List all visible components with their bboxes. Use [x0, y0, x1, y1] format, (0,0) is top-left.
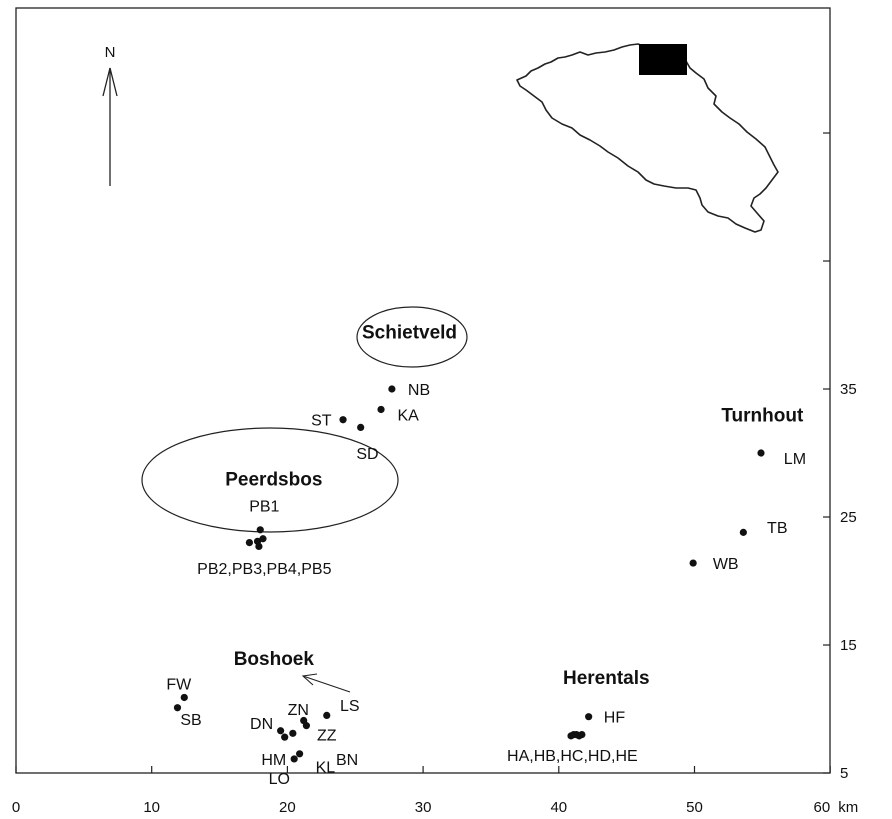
site-point-dn	[277, 727, 285, 735]
site-label-dn: DN	[250, 716, 273, 733]
site-label-kl: KL	[316, 760, 336, 777]
site-label-sb: SB	[180, 712, 201, 729]
site-point-hm	[281, 733, 289, 741]
site-point-sb	[173, 704, 182, 712]
region-label-boshoek: Boshoek	[234, 649, 315, 670]
site-point-hf	[585, 713, 593, 721]
x-tick-label: 40	[550, 799, 567, 816]
x-tick-label: 0	[12, 799, 20, 816]
site-point-pb4	[259, 535, 267, 543]
site-label-tb: TB	[767, 520, 787, 537]
study-area-marker	[639, 44, 687, 75]
site-label-zn: ZN	[288, 702, 309, 719]
site-point-kl	[296, 750, 304, 758]
site-points	[173, 385, 765, 763]
x-tick-label: 20	[279, 799, 296, 816]
region-label-peerdsbos: Peerdsbos	[225, 470, 322, 491]
x-tick-label: 60	[814, 799, 831, 816]
site-point-fw	[180, 693, 188, 702]
peerdsbos-ellipse	[141, 427, 399, 533]
site-label-nb: NB	[408, 382, 430, 399]
site-label-lo: LO	[269, 771, 290, 788]
region-label-schietveld: Schietveld	[362, 322, 457, 343]
site-label-lm: LM	[784, 451, 806, 468]
site-label-hm: HM	[261, 752, 286, 769]
x-tick-label: 50	[686, 799, 703, 816]
site-label-ka: KA	[398, 408, 420, 425]
site-point-sd	[357, 423, 365, 431]
site-label-pbgroup: PB2,PB3,PB4,PB5	[197, 561, 331, 578]
y-tick-label: 35	[840, 381, 857, 398]
site-labels: NB KA ST SD LM TB WB PB1 PB2,PB3,PB4,PB5 FW SB ZN LS…	[166, 382, 806, 788]
site-point-wb	[689, 559, 697, 567]
y-tick-label: 5	[840, 765, 848, 782]
site-point-lm	[757, 449, 765, 457]
site-point-ls	[323, 711, 331, 720]
site-point-pb5	[255, 542, 263, 551]
site-point-pb1	[256, 526, 264, 534]
site-label-sd: SD	[356, 446, 378, 463]
site-point-pb2	[245, 539, 254, 547]
belgium-inset-outline	[516, 43, 779, 233]
site-label-bn: BN	[336, 752, 358, 769]
site-point-he	[578, 731, 586, 739]
site-point-st	[339, 416, 347, 424]
site-label-hf: HF	[604, 710, 626, 727]
site-label-fw: FW	[166, 676, 192, 693]
y-tick-label: 15	[840, 637, 857, 654]
axis-ticks	[15, 132, 831, 774]
site-label-pb1: PB1	[249, 498, 279, 515]
bn-pointer-arrow	[301, 673, 351, 693]
site-point-nb	[388, 385, 396, 393]
axis-tick-labels: km 0 10 20 30 40 50 60 5 15 25 35	[12, 381, 858, 816]
site-label-st: ST	[311, 413, 332, 430]
north-label: N	[105, 44, 116, 61]
north-arrow: N	[102, 44, 118, 186]
x-axis-unit: km	[838, 799, 858, 816]
y-tick-label: 25	[840, 509, 857, 526]
site-point-bn	[289, 729, 297, 737]
region-label-herentals: Herentals	[563, 668, 650, 689]
x-tick-label: 30	[415, 799, 432, 816]
site-point-ka	[377, 405, 385, 414]
site-label-zz: ZZ	[317, 728, 337, 745]
x-tick-label: 10	[143, 799, 160, 816]
site-label-wb: WB	[713, 556, 739, 573]
schietveld-ellipse	[356, 306, 468, 368]
region-label-turnhout: Turnhout	[721, 406, 804, 427]
region-labels: Schietveld Turnhout Peerdsbos Boshoek Herent…	[225, 322, 804, 689]
site-label-hgroup: HA,HB,HC,HD,HE	[507, 748, 638, 765]
site-point-tb	[739, 528, 747, 536]
site-label-ls: LS	[340, 698, 360, 715]
site-point-lo	[290, 755, 298, 763]
site-point-zz	[302, 722, 310, 730]
